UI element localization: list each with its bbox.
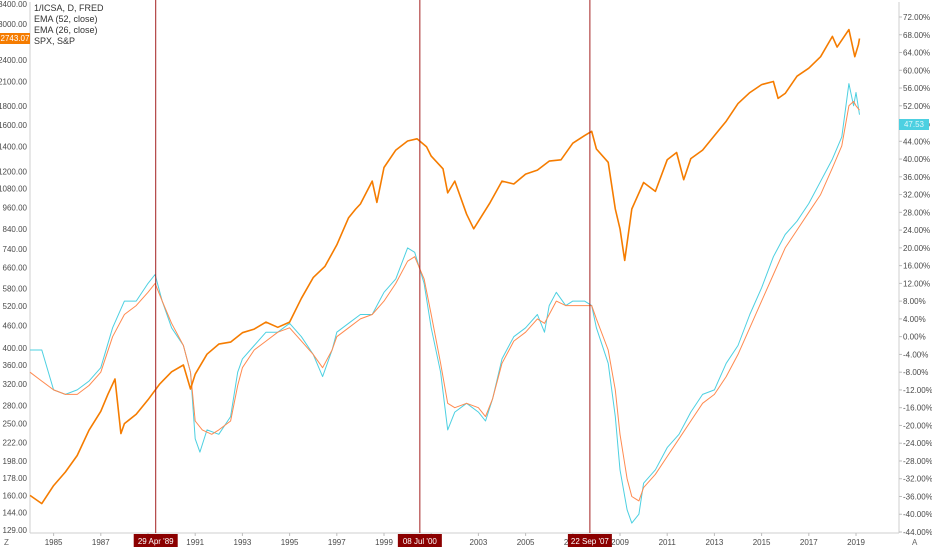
right-tick-label: 36.00% [903,173,930,182]
x-tick-label: 1991 [186,538,204,547]
marker-date-label: 08 Jul '00 [403,537,438,546]
x-tick-label: 2019 [847,538,865,547]
legend-title: 1/ICSA, D, FRED [34,3,104,13]
legend: 1/ICSA, D, FRED EMA (52, close) EMA (26,… [34,3,104,47]
right-tick-label: -12.00% [903,386,932,395]
x-tick-label: 2003 [470,538,488,547]
left-tick-label: 1200.00 [0,167,28,176]
left-tick-label: 460.00 [3,322,28,331]
right-tick-label: -16.00% [903,404,932,413]
ema-pct-badge: 47.53 [899,119,929,130]
right-tick-label: 20.00% [903,244,930,253]
zoom-toggle-label[interactable]: Z [4,538,9,547]
right-tick-label: -44.00% [903,528,932,537]
x-tick-label: 2017 [800,538,818,547]
left-tick-label: 520.00 [3,302,28,311]
x-tick-label: 2011 [659,538,677,547]
marker-date-label: 29 Apr '89 [138,537,174,546]
x-tick-label: 2005 [517,538,535,547]
left-tick-label: 360.00 [3,361,28,370]
right-tick-label: 56.00% [903,84,930,93]
left-tick-label: 3400.00 [0,0,28,9]
right-tick-label: 0.00% [903,333,926,342]
ema52-line [30,83,860,524]
right-tick-label: -8.00% [903,368,928,377]
left-tick-label: 129.00 [3,526,28,535]
right-tick-label: 40.00% [903,155,930,164]
right-tick-label: -40.00% [903,510,932,519]
x-tick-label: 1993 [234,538,252,547]
left-tick-label: 320.00 [3,380,28,389]
left-tick-label: 2400.00 [0,56,28,65]
left-tick-label: 580.00 [3,284,28,293]
marker-date-label: 22 Sep '07 [571,537,610,546]
spx-line [29,28,861,505]
right-tick-label: 68.00% [903,31,930,40]
right-tick-label: -20.00% [903,421,932,430]
left-tick-label: 840.00 [3,225,28,234]
ema26-line [29,100,860,502]
left-tick-label: 660.00 [3,264,28,273]
right-tick-label: 60.00% [903,66,930,75]
x-tick-label: 1997 [328,538,346,547]
right-tick-label: -4.00% [903,350,928,359]
right-tick-label: 16.00% [903,262,930,271]
right-tick-label: 24.00% [903,226,930,235]
x-tick-label: 1999 [375,538,393,547]
right-tick-label: 28.00% [903,208,930,217]
legend-spx: SPX, S&P [34,36,76,46]
right-tick-label: -36.00% [903,492,932,501]
right-tick-label: -24.00% [903,439,932,448]
marker-date-badge [397,534,442,547]
right-tick-label: 32.00% [903,191,930,200]
x-tick-label: 1987 [92,538,110,547]
left-tick-label: 960.00 [3,203,28,212]
x-tick-label: 2009 [611,538,629,547]
right-tick-label: 12.00% [903,279,930,288]
left-tick-label: 198.00 [3,457,28,466]
left-tick-label: 222.00 [3,439,28,448]
marker-date-badge [567,534,612,547]
left-tick-label: 144.00 [3,508,28,517]
x-tick-label: 1985 [45,538,63,547]
x-tick-label: 2013 [706,538,724,547]
left-tick-label: 3000.00 [0,20,28,29]
right-tick-label: 52.00% [903,102,930,111]
right-tick-label: 44.00% [903,137,930,146]
left-tick-label: 1600.00 [0,121,28,130]
right-tick-label: -28.00% [903,457,932,466]
left-tick-label: 740.00 [3,245,28,254]
legend-ema52: EMA (52, close) [34,14,98,24]
right-tick-label: -32.00% [903,475,932,484]
marker-date-badge [133,534,178,547]
right-tick-label: 64.00% [903,49,930,58]
left-tick-label: 250.00 [3,420,28,429]
left-tick-label: 160.00 [3,491,28,500]
left-tick-label: 1800.00 [0,102,28,111]
left-tick-label: 280.00 [3,401,28,410]
legend-ema26: EMA (26, close) [34,25,98,35]
spx-price-badge: 2743.07 [0,33,30,44]
auto-scale-label[interactable]: A [912,538,918,547]
left-tick-label: 1080.00 [0,184,28,193]
left-tick-label: 178.00 [3,474,28,483]
x-tick-label: 1995 [281,538,299,547]
left-tick-label: 400.00 [3,344,28,353]
left-tick-label: 1400.00 [0,143,28,152]
right-tick-label: 72.00% [903,13,930,22]
right-tick-label: 4.00% [903,315,926,324]
right-tick-label: 8.00% [903,297,926,306]
x-tick-label: 2015 [753,538,771,547]
left-tick-label: 2100.00 [0,77,28,86]
